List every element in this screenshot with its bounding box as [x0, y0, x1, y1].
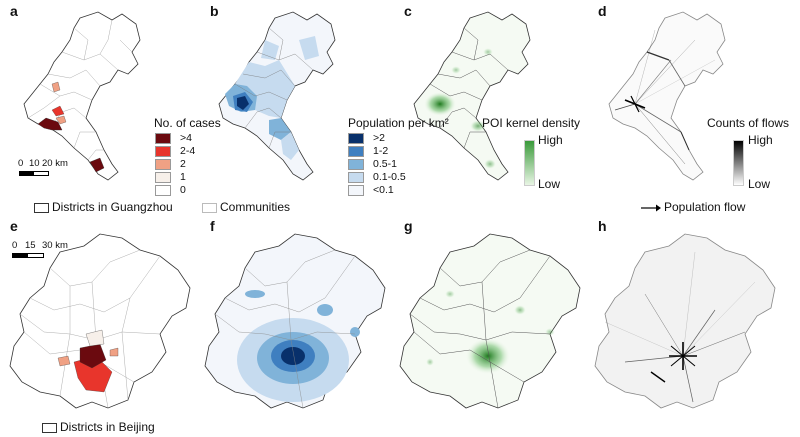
guangzhou-poi-density-map	[413, 11, 531, 181]
pop-legend-label-1: 1-2	[373, 145, 389, 157]
cases-legend-label-1: 2-4	[180, 145, 196, 157]
pop-swatch-2	[348, 159, 364, 170]
communities-swatch	[202, 203, 217, 213]
panel-label-b: b	[210, 3, 219, 19]
beijing-flow-map	[594, 233, 776, 409]
cases-legend-title: No. of cases	[154, 116, 221, 130]
flows-legend-low: Low	[748, 177, 771, 191]
cases-swatch-1	[155, 146, 171, 157]
flows-gradient-bar	[733, 140, 744, 186]
cases-legend-label-4: 0	[180, 184, 186, 196]
poi-legend-high: High	[538, 133, 563, 147]
scale-bj-bar	[12, 253, 44, 258]
panel-label-e: e	[10, 218, 18, 234]
beijing-case-map	[9, 233, 191, 409]
pop-legend-label-4: <0.1	[373, 184, 394, 196]
beijing-population-map	[204, 233, 386, 409]
cases-swatch-4	[155, 185, 171, 196]
cases-legend-label-3: 1	[180, 171, 186, 183]
pop-swatch-0	[348, 133, 364, 144]
scale-bj-tick-1: 15	[25, 240, 36, 251]
districts-beijing-label: Districts in Beijing	[60, 420, 155, 434]
cases-legend-label-0: >4	[180, 132, 192, 144]
pop-swatch-3	[348, 172, 364, 183]
population-flow-label: Population flow	[664, 200, 746, 214]
cases-swatch-3	[155, 172, 171, 183]
scale-bj-tick-2: 30 km	[42, 240, 68, 251]
pop-swatch-4	[348, 185, 364, 196]
guangzhou-case-map	[23, 11, 141, 181]
pop-legend-label-2: 0.5-1	[373, 158, 397, 170]
pop-legend-label-3: 0.1-0.5	[373, 171, 406, 183]
poi-gradient-bar	[524, 140, 535, 186]
cases-swatch-0	[155, 133, 171, 144]
cases-swatch-2	[155, 159, 171, 170]
population-flow-arrow-icon	[641, 204, 661, 212]
pop-legend-label-0: >2	[373, 132, 385, 144]
districts-guangzhou-label: Districts in Guangzhou	[52, 200, 173, 214]
cases-legend-label-2: 2	[180, 158, 186, 170]
poi-legend-low: Low	[538, 177, 561, 191]
districts-beijing-swatch	[42, 423, 57, 433]
scale-gz-tick-2: 20 km	[42, 158, 68, 169]
guangzhou-flow-map	[608, 11, 726, 181]
population-legend-title: Population per km²	[348, 116, 449, 130]
guangzhou-population-map	[218, 11, 336, 181]
panel-label-d: d	[598, 3, 607, 19]
flows-legend-title: Counts of flows	[707, 116, 790, 130]
scale-gz-tick-1: 10	[29, 158, 40, 169]
poi-legend-title: POI kernel density	[482, 116, 581, 130]
panel-label-h: h	[598, 218, 607, 234]
districts-guangzhou-swatch	[34, 203, 49, 213]
communities-label: Communities	[220, 200, 291, 214]
panel-label-g: g	[404, 218, 413, 234]
flows-legend-high: High	[748, 133, 773, 147]
beijing-poi-density-map	[399, 233, 581, 409]
pop-swatch-1	[348, 146, 364, 157]
panel-label-a: a	[10, 3, 18, 19]
scale-bj-tick-0: 0	[12, 240, 18, 251]
panel-label-f: f	[210, 218, 215, 234]
panel-label-c: c	[404, 3, 412, 19]
scale-gz-bar	[19, 171, 49, 176]
scale-gz-tick-0: 0	[18, 158, 24, 169]
